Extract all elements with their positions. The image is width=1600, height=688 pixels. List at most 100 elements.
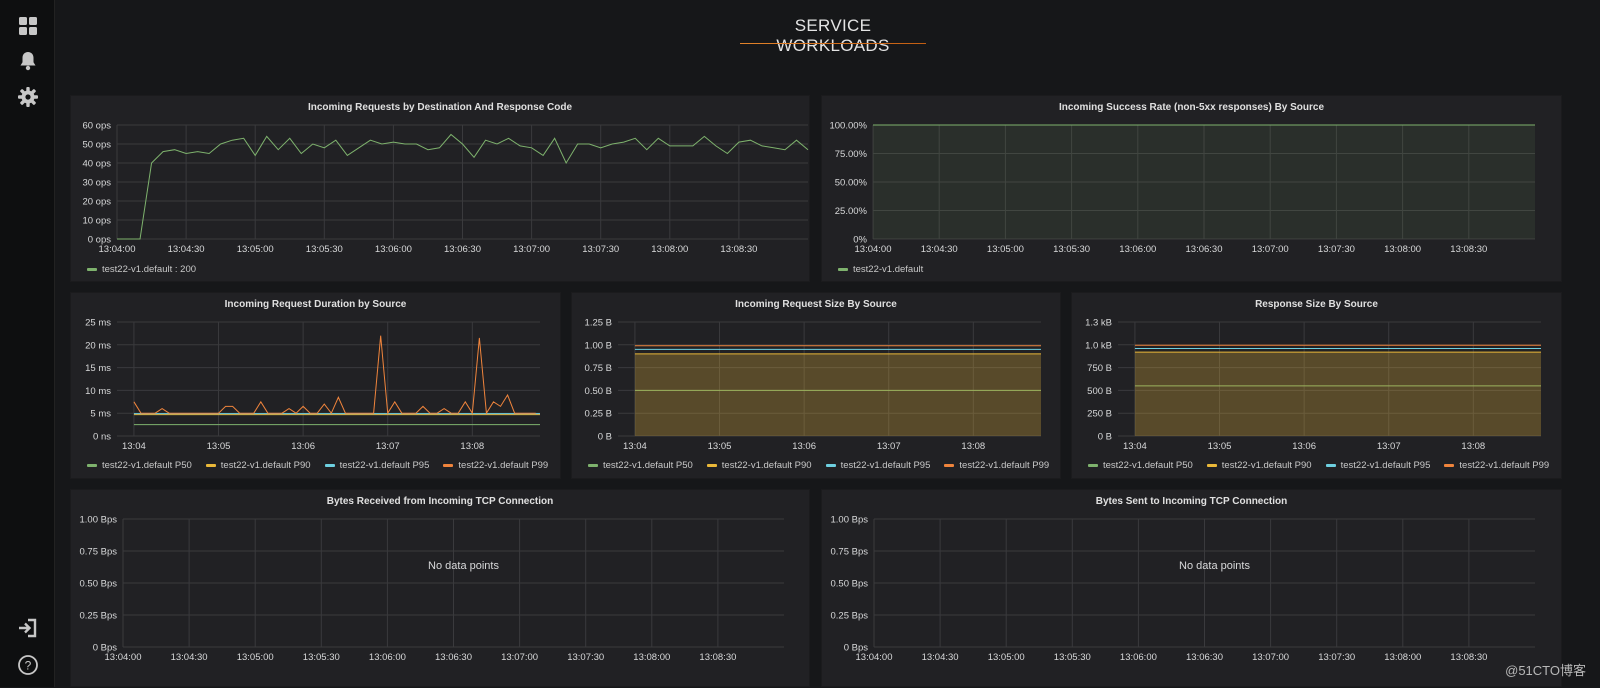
panel-incoming-requests: Incoming Requests by Destination And Res… — [70, 95, 810, 282]
y-tick-label: 75.00% — [835, 149, 868, 160]
legend-label: test22-v1.default P95 — [840, 460, 931, 471]
legend-item[interactable]: test22-v1.default P90 — [1206, 460, 1312, 471]
legend-label: test22-v1.default P95 — [1340, 460, 1431, 471]
y-tick-label: 0 Bps — [844, 643, 869, 654]
panel-bytes-received: Bytes Received from Incoming TCP Connect… — [70, 489, 810, 687]
series-line[interactable] — [117, 133, 809, 240]
legend-swatch — [1325, 464, 1336, 467]
success-rate-chart: 0% 25.00% 50.00% 75.00% 100.00% 13:04:00 13:04… — [829, 121, 1535, 255]
panel-success-rate: Incoming Success Rate (non-5xx responses… — [821, 95, 1562, 282]
legend-item[interactable]: test22-v1.default P95 — [324, 460, 429, 471]
legend-label: test22-v1.default P90 — [220, 460, 311, 471]
legend-label: test22-v1.default P50 — [1103, 460, 1193, 471]
x-tick-label: 13:08:30 — [699, 652, 736, 663]
panel-title[interactable]: Incoming Request Duration by Source — [224, 299, 407, 310]
legend-item[interactable]: test22-v1.default P99 — [1444, 460, 1549, 471]
x-tick-label: 13:05:00 — [988, 652, 1025, 663]
legend: test22-v1.default P50 test22-v1.default … — [1088, 460, 1549, 471]
series-line[interactable] — [133, 335, 536, 415]
y-tick-label: 0 Bps — [93, 643, 118, 654]
help-icon[interactable]: ? — [16, 653, 40, 677]
panel-request-size: Incoming Request Size By Source 0 B 0.25 … — [571, 292, 1061, 479]
x-tick-label: 13:07:30 — [1318, 244, 1355, 255]
y-tick-label: 0 B — [598, 432, 612, 443]
response-size-chart: 0 B 250 B 500 B 750 B 1.0 kB 1.3 kB 13:04 13:05… — [1085, 318, 1541, 452]
panel-bytes-sent: Bytes Sent to Incoming TCP Connection 0 … — [821, 489, 1562, 687]
x-tick-label: 13:06:00 — [369, 652, 406, 663]
panel-title[interactable]: Incoming Requests by Destination And Res… — [307, 102, 573, 113]
y-tick-label: 0.50 Bps — [831, 579, 869, 590]
y-tick-label: 1.00 Bps — [831, 515, 869, 526]
legend-label: test22-v1.default : 200 — [102, 264, 197, 275]
y-tick-label: 15 ms — [85, 363, 111, 374]
no-data-message: No data points — [428, 560, 499, 572]
legend-item[interactable]: test22-v1.default — [838, 264, 923, 275]
legend-item[interactable]: test22-v1.default P50 — [87, 460, 192, 471]
legend-label: test22-v1.default P50 — [603, 460, 693, 471]
panel-title[interactable]: Response Size By Source — [1255, 299, 1378, 310]
legend-item[interactable]: test22-v1.default P95 — [1325, 460, 1431, 471]
y-tick-label: 0.50 B — [585, 386, 612, 397]
legend: test22-v1.default : 200 — [87, 264, 196, 275]
legend-item[interactable]: test22-v1.default P90 — [205, 460, 311, 471]
legend-swatch — [838, 268, 848, 271]
x-tick-label: 13:06:00 — [375, 244, 412, 255]
panel-title[interactable]: Bytes Sent to Incoming TCP Connection — [1095, 496, 1288, 507]
legend-item[interactable]: test22-v1.default P99 — [944, 460, 1049, 471]
x-tick-label: 13:08 — [1461, 441, 1485, 452]
y-tick-label: 1.0 kB — [1085, 340, 1112, 351]
x-tick-label: 13:04 — [1123, 441, 1147, 452]
panel-title[interactable]: Incoming Success Rate (non-5xx responses… — [1058, 102, 1325, 113]
y-tick-label: 0.25 B — [585, 409, 612, 420]
duration-chart: 0 ns 5 ms 10 ms 15 ms 20 ms 25 ms 13:04 13:05 13… — [85, 318, 540, 452]
x-tick-label: 13:06:30 — [1186, 652, 1223, 663]
legend: test22-v1.default P50 test22-v1.default … — [87, 460, 548, 471]
alerting-bell-icon[interactable] — [16, 49, 40, 73]
x-tick-label: 13:07:00 — [513, 244, 550, 255]
y-tick-label: 20 ms — [85, 340, 111, 351]
x-tick-label: 13:04:30 — [171, 652, 208, 663]
dashboard-title[interactable]: SERVICE WORKLOADS — [776, 16, 890, 55]
legend-swatch — [87, 464, 97, 467]
panel-title[interactable]: Bytes Received from Incoming TCP Connect… — [326, 496, 554, 507]
dashboards-icon[interactable] — [16, 14, 40, 38]
bytes-received-chart: 0 Bps 0.25 Bps 0.50 Bps 0.75 Bps 1.00 Bps 13:… — [80, 515, 784, 663]
y-tick-label: 10 ms — [85, 386, 111, 397]
request-size-chart: 0 B 0.25 B 0.50 B 0.75 B 1.00 B 1.25 B 13:04 13… — [585, 318, 1041, 452]
panel-title[interactable]: Incoming Request Size By Source — [735, 299, 897, 310]
x-tick-label: 13:04 — [122, 441, 146, 452]
legend-swatch — [588, 464, 598, 467]
sign-in-icon[interactable] — [16, 616, 40, 640]
x-tick-label: 13:04:00 — [855, 244, 892, 255]
x-tick-label: 13:04:30 — [922, 652, 959, 663]
x-tick-label: 13:08:00 — [633, 652, 670, 663]
panel-request-duration: Incoming Request Duration by Source 0 ns… — [70, 292, 561, 479]
y-tick-label: 500 B — [1087, 386, 1112, 397]
legend-item[interactable]: test22-v1.default P95 — [825, 460, 931, 471]
x-tick-label: 13:08:30 — [1450, 652, 1487, 663]
y-tick-label: 1.00 B — [585, 340, 612, 351]
x-tick-label: 13:08:00 — [651, 244, 688, 255]
legend-swatch — [706, 464, 717, 467]
y-tick-label: 50.00% — [835, 178, 868, 189]
x-tick-label: 13:08:00 — [1384, 244, 1421, 255]
x-tick-label: 13:06:30 — [444, 244, 481, 255]
legend-item[interactable]: test22-v1.default P50 — [1088, 460, 1193, 471]
legend-label: test22-v1.default P90 — [721, 460, 812, 471]
x-tick-label: 13:07:30 — [567, 652, 604, 663]
x-tick-label: 13:06 — [291, 441, 315, 452]
x-tick-label: 13:05:30 — [1054, 652, 1091, 663]
x-tick-label: 13:06:00 — [1119, 244, 1156, 255]
x-tick-label: 13:08:30 — [1450, 244, 1487, 255]
x-tick-label: 13:06 — [792, 441, 816, 452]
legend-item[interactable]: test22-v1.default P99 — [443, 460, 548, 471]
x-tick-label: 13:06 — [1292, 441, 1316, 452]
legend-item[interactable]: test22-v1.default : 200 — [87, 264, 196, 275]
legend-item[interactable]: test22-v1.default P50 — [588, 460, 693, 471]
y-tick-label: 0 ns — [93, 432, 111, 443]
settings-gear-icon[interactable] — [16, 85, 40, 109]
y-tick-label: 20 ops — [82, 197, 111, 208]
no-data-message: No data points — [1179, 560, 1250, 572]
x-tick-label: 13:07 — [1377, 441, 1401, 452]
legend-item[interactable]: test22-v1.default P90 — [706, 460, 812, 471]
